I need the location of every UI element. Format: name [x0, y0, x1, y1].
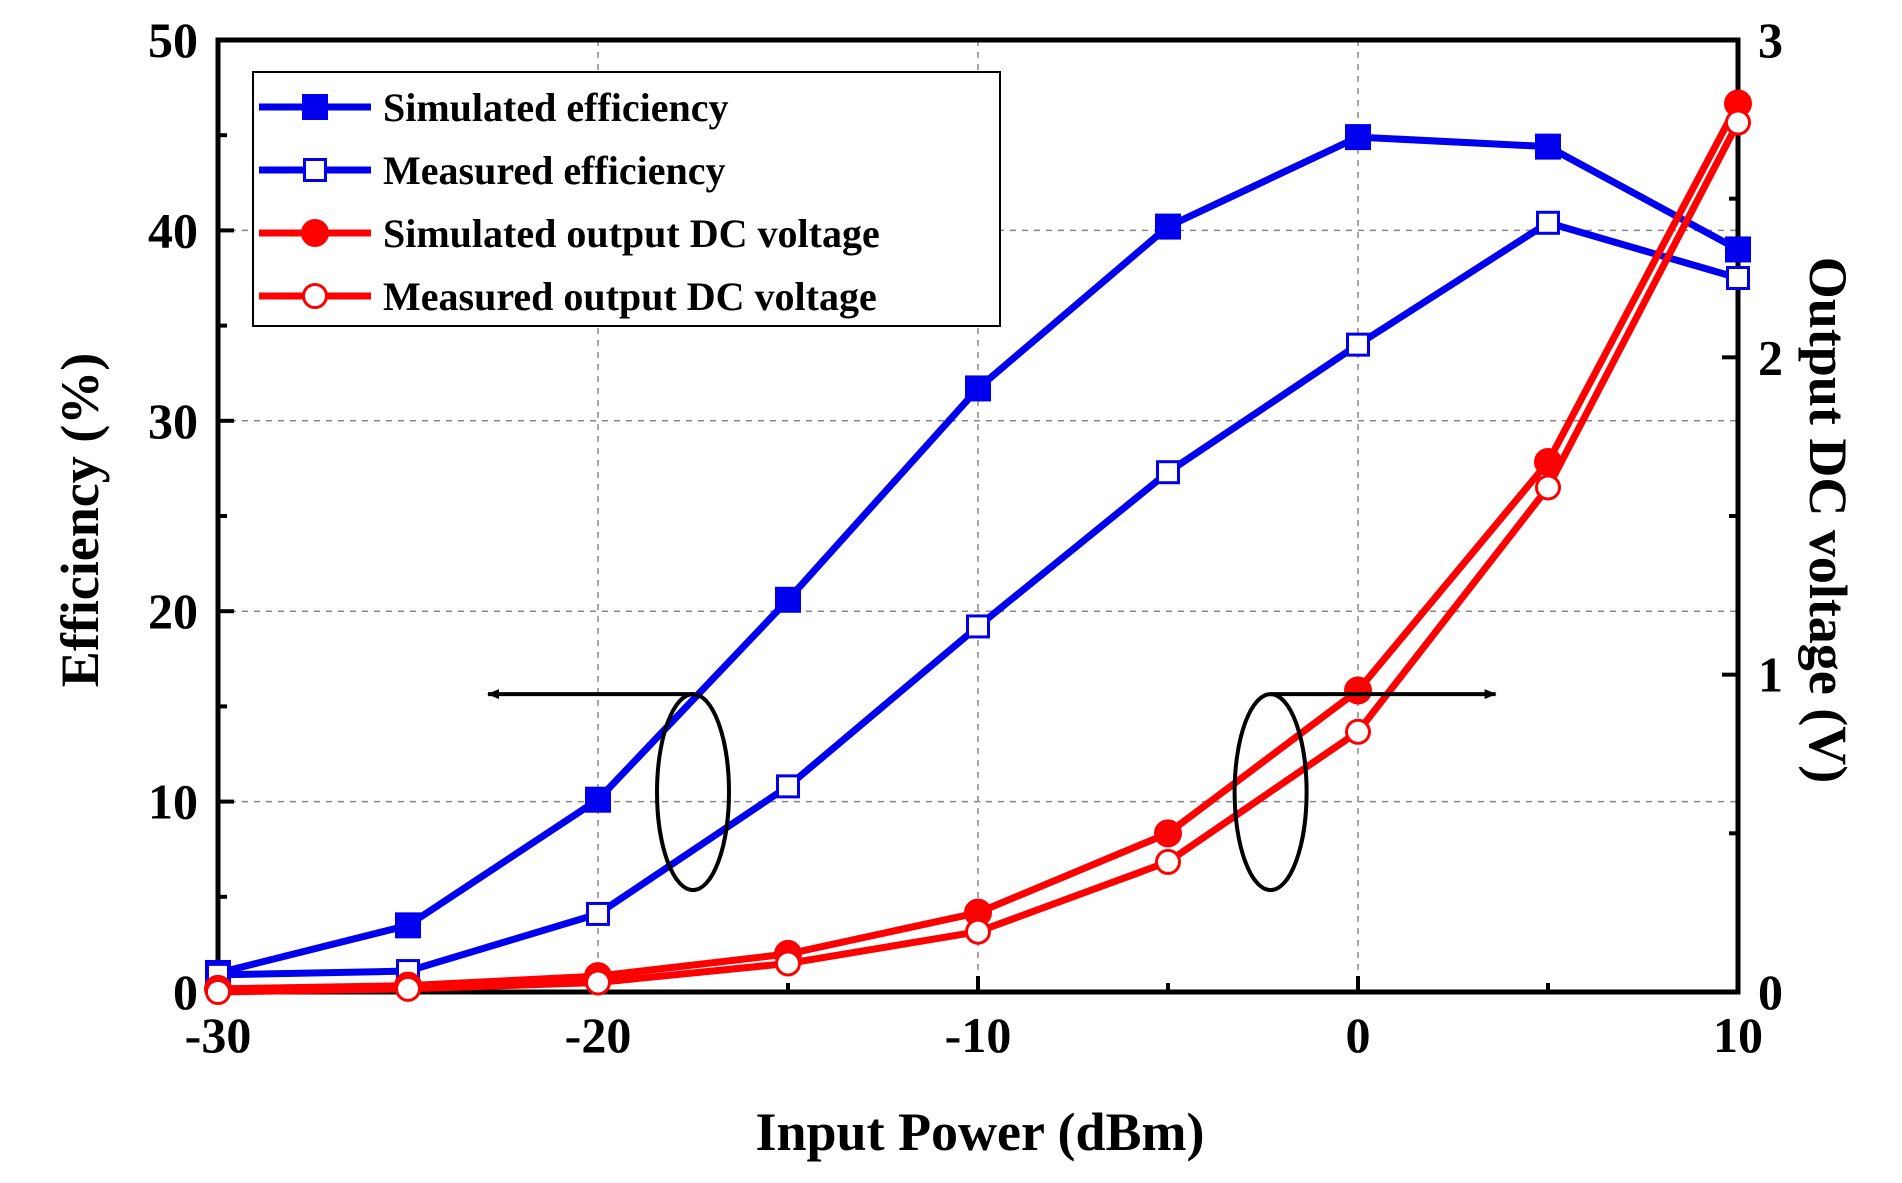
x-tick-label: 0 [1346, 1007, 1371, 1063]
y-tick-label: 50 [148, 12, 198, 68]
data-point [775, 950, 801, 977]
legend-marker [301, 219, 329, 247]
legend: Simulated efficiency Measured efficiency S… [252, 71, 1001, 327]
legend-label: Simulated output DC voltage [383, 211, 880, 256]
legend-marker [303, 158, 327, 182]
data-point [965, 375, 991, 402]
legend-label: Measured output DC voltage [383, 274, 877, 319]
y-tick-label: 30 [148, 393, 198, 449]
data-point [1535, 133, 1561, 160]
legend-entry: Measured output DC voltage [259, 274, 877, 319]
data-point [586, 901, 610, 926]
x-tick-label: -20 [565, 1007, 632, 1063]
data-point [1536, 210, 1560, 235]
x-axis-title: Input Power (dBm) [755, 1102, 1204, 1162]
x-tick-label: -30 [185, 1007, 252, 1063]
y-tick-label: 0 [173, 964, 198, 1020]
series-0 [205, 124, 1751, 986]
y-tick-label: 20 [148, 583, 198, 639]
data-point [776, 774, 800, 799]
data-point [1725, 109, 1751, 136]
data-point [395, 912, 421, 939]
data-point [1156, 460, 1180, 485]
data-point [1345, 718, 1371, 745]
legend-entry: Simulated efficiency [259, 85, 729, 130]
y-tick-label: 10 [148, 774, 198, 830]
data-point [1155, 213, 1181, 240]
y2-tick-label: 2 [1758, 329, 1783, 385]
y2-tick-label: 0 [1758, 964, 1783, 1020]
data-point [1725, 236, 1751, 263]
data-point [1346, 332, 1370, 357]
annotation-ellipse [655, 692, 731, 893]
data-point [965, 918, 991, 945]
x-tick-label: -10 [945, 1007, 1012, 1063]
series-3 [205, 109, 1751, 1005]
data-point [1155, 848, 1181, 875]
legend-marker [302, 94, 328, 120]
annotation-0 [487, 689, 731, 893]
data-point [966, 614, 990, 639]
x-tick-label: 10 [1713, 1007, 1763, 1063]
axis-labels: Input Power (dBm) Efficiency (%) Output … [50, 257, 1858, 1162]
legend-entry: Measured efficiency [259, 148, 725, 193]
data-point [1345, 124, 1371, 151]
annotation-1 [1232, 689, 1497, 893]
y-axis-title: Efficiency (%) [50, 353, 110, 687]
data-series [204, 89, 1752, 1005]
legend-box [252, 71, 1001, 327]
data-point [1535, 474, 1561, 501]
data-point [1154, 819, 1182, 848]
series-line [217, 219, 1739, 979]
data-point [775, 586, 801, 613]
data-point [205, 979, 231, 1005]
annotations [487, 689, 1497, 893]
legend-entry: Simulated output DC voltage [259, 211, 880, 256]
y2-tick-label: 1 [1758, 647, 1783, 703]
legend-marker [302, 283, 328, 309]
data-point [585, 786, 611, 813]
y2-axis-title: Output DC voltage (V) [1798, 257, 1858, 783]
data-point [395, 975, 421, 1002]
data-point [1344, 676, 1372, 705]
legend-label: Simulated efficiency [383, 85, 729, 130]
y-tick-label: 40 [148, 202, 198, 258]
data-point [1726, 266, 1750, 290]
y2-tick-label: 3 [1758, 12, 1783, 68]
data-point [585, 969, 611, 996]
legend-label: Measured efficiency [383, 148, 725, 193]
